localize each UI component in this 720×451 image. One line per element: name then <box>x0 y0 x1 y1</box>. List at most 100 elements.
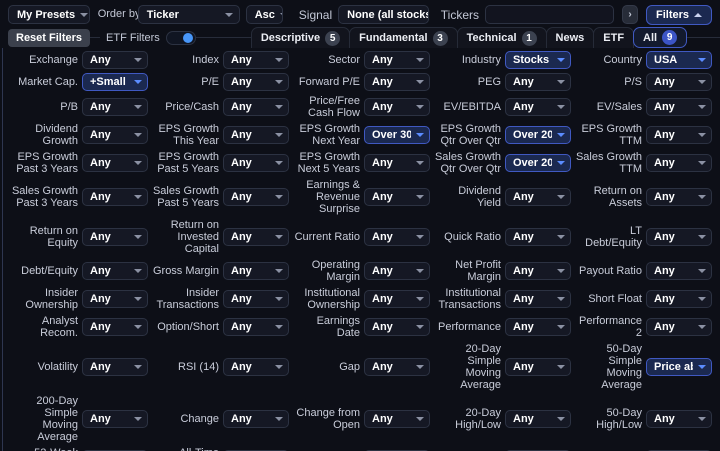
filter-select-operating-margin[interactable]: Any <box>364 262 430 280</box>
filter-label-sales-growth-qtr-over-qtr: Sales Growth Qtr Over Qtr <box>434 151 501 175</box>
reset-filters-button[interactable]: Reset Filters <box>8 28 91 47</box>
filter-select-option-short[interactable]: Any <box>223 318 289 336</box>
filter-select-price-cash[interactable]: Any <box>223 98 289 116</box>
filter-select-return-on-invested-capital[interactable]: Any <box>223 228 289 246</box>
filter-select-ev-sales[interactable]: Any <box>646 98 712 116</box>
filter-select-country[interactable]: USA <box>646 51 712 69</box>
filter-select-eps-growth-next-5-years[interactable]: Any <box>364 154 430 172</box>
filter-select-eps-growth-past-5-years[interactable]: Any <box>223 154 289 172</box>
filter-select-sales-growth-past-3-years[interactable]: Any <box>82 188 148 206</box>
filter-select-eps-growth-next-year[interactable]: Over 30% <box>364 126 430 144</box>
filter-select-sales-growth-qtr-over-qtr[interactable]: Over 20% <box>505 154 571 172</box>
filter-select-p-s[interactable]: Any <box>646 73 712 91</box>
filter-value-insider-ownership: Any <box>90 293 111 305</box>
tab-all[interactable]: All 9 <box>633 27 688 48</box>
filter-value-sales-growth-past-5-years: Any <box>231 191 252 203</box>
filter-label-quick-ratio: Quick Ratio <box>444 231 501 243</box>
filter-select-analyst-recom[interactable]: Any <box>82 318 148 336</box>
filter-select-market-cap[interactable]: +Small (ove <box>82 73 148 91</box>
filter-select-peg[interactable]: Any <box>505 73 571 91</box>
filter-select-lt-debt-equity[interactable]: Any <box>646 228 712 246</box>
filter-select-earnings-date[interactable]: Any <box>364 318 430 336</box>
filter-select-payout-ratio[interactable]: Any <box>646 262 712 280</box>
signal-value: None (all stocks) <box>347 8 429 21</box>
tab-descriptive[interactable]: Descriptive 5 <box>250 27 351 48</box>
filter-label-sales-growth-ttm: Sales Growth TTM <box>575 151 642 175</box>
divider <box>90 37 101 38</box>
filter-select-50-day-simple-moving-average[interactable]: Price above <box>646 358 712 376</box>
signal-dropdown[interactable]: None (all stocks) <box>338 5 429 24</box>
filter-select-insider-ownership[interactable]: Any <box>82 290 148 308</box>
filter-select-rsi-14[interactable]: Any <box>223 358 289 376</box>
filter-select-gross-margin[interactable]: Any <box>223 262 289 280</box>
filter-select-sales-growth-past-5-years[interactable]: Any <box>223 188 289 206</box>
filter-select-index[interactable]: Any <box>223 51 289 69</box>
tab-fundamental[interactable]: Fundamental 3 <box>349 27 458 48</box>
expand-button[interactable]: › <box>622 5 638 24</box>
chevron-down-icon <box>275 269 283 273</box>
filter-select-eps-growth-this-year[interactable]: Any <box>223 126 289 144</box>
filter-select-dividend-yield[interactable]: Any <box>505 188 571 206</box>
filter-select-earnings-revenue-surprise[interactable]: Any <box>364 188 430 206</box>
tickers-input[interactable] <box>485 5 615 24</box>
order-direction-dropdown[interactable]: Asc <box>245 5 283 24</box>
filter-value-insider-transactions: Any <box>231 293 252 305</box>
filter-select-short-float[interactable]: Any <box>646 290 712 308</box>
filter-select-sales-growth-ttm[interactable]: Any <box>646 154 712 172</box>
filter-select-sector[interactable]: Any <box>364 51 430 69</box>
filter-value-50-day-high-low: Any <box>654 413 675 425</box>
filter-select-eps-growth-past-3-years[interactable]: Any <box>82 154 148 172</box>
filter-value-sales-growth-qtr-over-qtr: Over 20% <box>513 157 552 169</box>
filter-select-institutional-transactions[interactable]: Any <box>505 290 571 308</box>
filter-label-sales-growth-past-5-years: Sales Growth Past 5 Years <box>152 185 219 209</box>
filter-select-gap[interactable]: Any <box>364 358 430 376</box>
filter-select-current-ratio[interactable]: Any <box>364 228 430 246</box>
etf-filters-toggle[interactable] <box>165 30 196 45</box>
chevron-down-icon <box>557 417 565 421</box>
filter-select-p-e[interactable]: Any <box>223 73 289 91</box>
filter-select-50-day-high-low[interactable]: Any <box>646 410 712 428</box>
filter-select-eps-growth-ttm[interactable]: Any <box>646 126 712 144</box>
filter-select-performance[interactable]: Any <box>505 318 571 336</box>
filter-select-change[interactable]: Any <box>223 410 289 428</box>
filter-value-eps-growth-next-year: Over 30% <box>372 129 411 141</box>
filter-select-20-day-high-low[interactable]: Any <box>505 410 571 428</box>
filter-label-current-ratio: Current Ratio <box>294 231 360 243</box>
chevron-down-icon <box>698 269 706 273</box>
tab-news[interactable]: News <box>545 27 595 48</box>
filter-select-volatility[interactable]: Any <box>82 358 148 376</box>
chevron-down-icon <box>698 417 706 421</box>
filter-select-net-profit-margin[interactable]: Any <box>505 262 571 280</box>
filter-select-return-on-assets[interactable]: Any <box>646 188 712 206</box>
filter-select-ev-ebitda[interactable]: Any <box>505 98 571 116</box>
filter-select-eps-growth-qtr-over-qtr[interactable]: Over 20% <box>505 126 571 144</box>
filter-label-lt-debt-equity: LT Debt/Equity <box>585 225 642 249</box>
order-field-dropdown[interactable]: Ticker <box>137 5 240 24</box>
chevron-down-icon <box>698 297 706 301</box>
filter-select-forward-p-e[interactable]: Any <box>364 73 430 91</box>
filter-select-quick-ratio[interactable]: Any <box>505 228 571 246</box>
filters-toggle-button[interactable]: Filters <box>645 4 712 25</box>
filter-select-industry[interactable]: Stocks only <box>505 51 571 69</box>
filter-select-institutional-ownership[interactable]: Any <box>364 290 430 308</box>
filter-select-performance-2[interactable]: Any <box>646 318 712 336</box>
filter-select-return-on-equity[interactable]: Any <box>82 228 148 246</box>
filter-label-return-on-assets: Return on Assets <box>593 185 642 209</box>
chevron-down-icon <box>134 80 142 84</box>
filter-select-200-day-simple-moving-average[interactable]: Any <box>82 410 148 428</box>
filter-select-exchange[interactable]: Any <box>82 51 148 69</box>
filter-select-debt-equity[interactable]: Any <box>82 262 148 280</box>
tab-etf[interactable]: ETF <box>593 27 635 48</box>
filter-value-eps-growth-past-3-years: Any <box>90 157 111 169</box>
filter-select-insider-transactions[interactable]: Any <box>223 290 289 308</box>
filter-select-dividend-growth[interactable]: Any <box>82 126 148 144</box>
tab-count-badge: 9 <box>662 30 678 45</box>
presets-dropdown[interactable]: My Presets <box>8 5 90 24</box>
filter-select-p-b[interactable]: Any <box>82 98 148 116</box>
filter-select-20-day-simple-moving-average[interactable]: Any <box>505 358 571 376</box>
tab-technical[interactable]: Technical 1 <box>456 27 547 48</box>
filter-select-change-from-open[interactable]: Any <box>364 410 430 428</box>
filter-select-price-free-cash-flow[interactable]: Any <box>364 98 430 116</box>
filter-label-market-cap: Market Cap. <box>18 76 78 88</box>
filter-label-eps-growth-past-3-years: EPS Growth Past 3 Years <box>16 151 78 175</box>
